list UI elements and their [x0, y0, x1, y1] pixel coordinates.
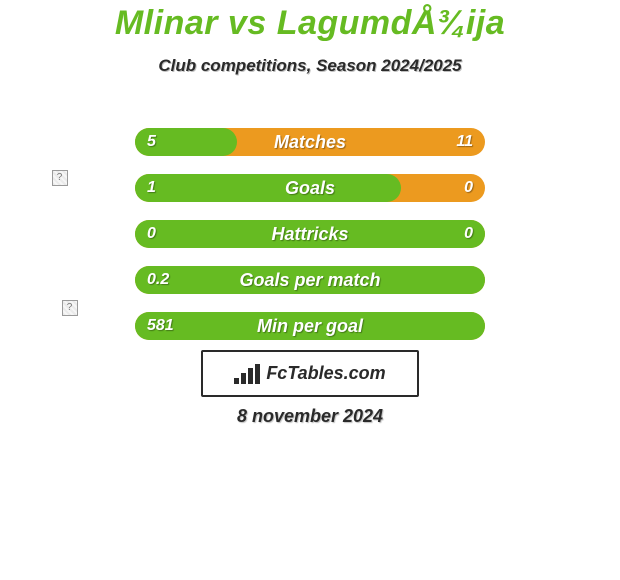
- player-avatar-placeholder: ?: [7, 125, 112, 230]
- bar-chart-icon: [234, 364, 260, 384]
- stat-bar: Goals1 0: [135, 174, 485, 202]
- stat-value-b: 0: [464, 220, 473, 248]
- decorative-ellipse: [493, 125, 585, 148]
- broken-image-icon: ?: [52, 170, 68, 186]
- stat-metric-label: Goals: [135, 174, 485, 202]
- page-title: Mlinar vs LagumdÅ¾ija: [0, 0, 620, 40]
- stat-metric-label: Goals per match: [135, 266, 485, 294]
- stat-value-a: 581: [147, 312, 174, 340]
- stat-value-a: 5: [147, 128, 156, 156]
- broken-image-icon: ?: [62, 300, 78, 316]
- stat-metric-label: Min per goal: [135, 312, 485, 340]
- stat-bar: Goals per match0.2: [135, 266, 485, 294]
- stat-bar: Hattricks0 0: [135, 220, 485, 248]
- date-line: 8 november 2024: [0, 406, 620, 427]
- stat-value-b: 11: [456, 128, 473, 156]
- attribution-text: FcTables.com: [266, 363, 385, 384]
- stat-value-a: 0.2: [147, 266, 169, 294]
- stat-bar: Min per goal581: [135, 312, 485, 340]
- stat-bar: Matches5 11: [135, 128, 485, 156]
- player-avatar-placeholder: ?: [20, 258, 119, 357]
- stat-value-a: 1: [147, 174, 156, 202]
- comparison-infographic: Mlinar vs LagumdÅ¾ija Club competitions,…: [0, 0, 620, 445]
- decorative-ellipse: [501, 178, 599, 202]
- stat-metric-label: Hattricks: [135, 220, 485, 248]
- attribution-badge: FcTables.com: [201, 350, 419, 397]
- stat-metric-label: Matches: [135, 128, 485, 156]
- subtitle: Club competitions, Season 2024/2025: [0, 56, 620, 76]
- stat-value-a: 0: [147, 220, 156, 248]
- stat-row: Hattricks0 0: [0, 214, 620, 260]
- stat-value-b: 0: [464, 174, 473, 202]
